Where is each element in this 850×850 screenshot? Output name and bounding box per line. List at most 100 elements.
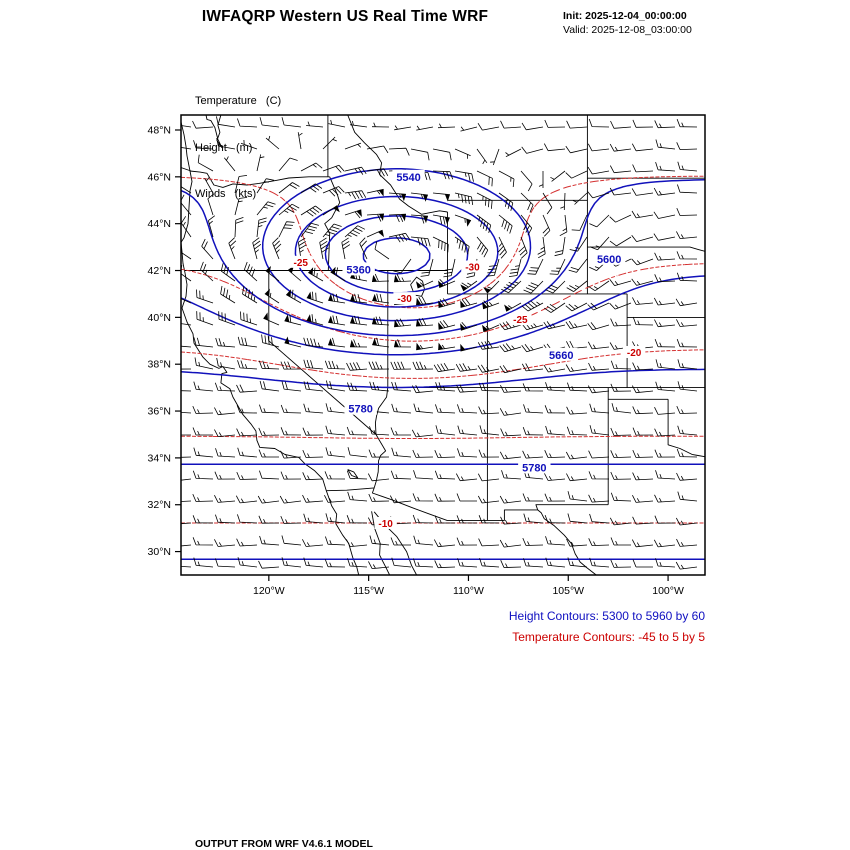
wind-barb xyxy=(240,311,258,326)
temp-contour--25 xyxy=(181,263,705,342)
wind-barb-pennant xyxy=(460,323,466,331)
wind-barb xyxy=(654,494,676,503)
wind-barb xyxy=(523,280,544,294)
temp-contour-label: -25 xyxy=(513,315,528,326)
wind-barb xyxy=(676,448,698,458)
wind-barb xyxy=(216,138,236,150)
wind-barb xyxy=(300,222,320,238)
wind-barb xyxy=(303,337,324,348)
wind-barb xyxy=(181,390,192,392)
wind-barb xyxy=(258,515,280,524)
wind-barb xyxy=(522,537,544,546)
wind-barb-pennant xyxy=(328,293,334,302)
wind-barb xyxy=(388,232,411,243)
wind-barb xyxy=(322,223,342,238)
wind-barb-pennant xyxy=(379,213,384,221)
wind-barb-pennant xyxy=(438,342,444,350)
wind-barb-pennant xyxy=(394,274,399,282)
wind-barb xyxy=(216,357,236,370)
wind-barb xyxy=(208,215,216,238)
wind-barb xyxy=(330,267,346,282)
wind-barb xyxy=(498,214,513,234)
wind-barb xyxy=(389,495,412,504)
wind-barb xyxy=(434,470,456,480)
wind-barb xyxy=(413,470,434,480)
wind-barb xyxy=(196,289,214,304)
wind-barb-pennant xyxy=(394,339,399,347)
wind-barb-pennant xyxy=(401,214,406,222)
wind-barb xyxy=(434,560,456,569)
wind-barb xyxy=(456,493,477,502)
wind-barb-pennant xyxy=(438,280,444,288)
wind-barb xyxy=(454,214,472,223)
wind-barb xyxy=(486,258,500,277)
temp-label-backing xyxy=(461,260,484,273)
wind-barb xyxy=(297,132,303,150)
wind-barb xyxy=(497,236,507,259)
wind-barb xyxy=(654,407,676,415)
wind-barb xyxy=(632,316,654,326)
wind-barb xyxy=(588,118,610,128)
wind-barb xyxy=(566,426,588,436)
wind-barb xyxy=(676,405,698,414)
wind-barb xyxy=(325,447,346,458)
wind-barb xyxy=(554,236,566,257)
wind-barb xyxy=(263,317,280,326)
wind-barb xyxy=(566,120,588,129)
height-contour-5720 xyxy=(181,368,705,389)
wind-barb xyxy=(460,321,478,331)
wind-barb xyxy=(653,211,676,219)
wind-barb xyxy=(302,539,324,547)
wind-barb xyxy=(192,493,214,502)
map-border-nm-tx-south xyxy=(535,504,609,511)
wind-barb xyxy=(572,192,588,205)
wind-barb xyxy=(655,381,676,392)
wind-barb xyxy=(218,311,236,326)
wind-barb-pennant xyxy=(438,300,444,308)
wind-barb xyxy=(609,143,632,152)
wind-barb xyxy=(609,302,632,310)
wind-barb xyxy=(589,214,610,228)
map-border-puget-sound xyxy=(205,115,223,149)
wind-barb xyxy=(523,404,544,414)
wind-barb xyxy=(499,408,522,416)
wind-barb xyxy=(565,302,588,312)
height-label-backing xyxy=(392,169,425,183)
wrf-map: 5540 5360 5600 5660 5780 5780 -25 -30 -30 -25 -20 -… xyxy=(148,114,706,597)
wind-barb xyxy=(302,472,324,481)
wind-barb xyxy=(193,381,214,392)
wind-barb xyxy=(654,274,676,283)
wind-barb xyxy=(523,558,544,568)
wind-barb xyxy=(410,236,431,247)
wind-barb xyxy=(542,192,553,215)
wind-barb xyxy=(654,449,676,458)
wind-barb-pennant xyxy=(444,194,450,202)
wind-barb xyxy=(350,120,368,128)
wind-barb xyxy=(454,170,474,182)
wind-barb xyxy=(457,425,478,436)
wind-barb xyxy=(220,285,236,304)
wind-barb xyxy=(518,236,528,259)
wind-barb xyxy=(237,336,258,348)
wind-barb xyxy=(438,298,456,308)
wind-barb xyxy=(344,142,362,150)
wind-barb xyxy=(192,537,214,546)
legend-height: Height (m) xyxy=(195,141,253,154)
wind-barb xyxy=(196,311,214,326)
wind-barb xyxy=(390,537,411,546)
wind-barb xyxy=(610,471,632,480)
wind-barb xyxy=(499,451,522,460)
wind-barb xyxy=(259,117,280,128)
wind-barb xyxy=(567,382,588,392)
wind-barb xyxy=(258,449,279,458)
wind-barb xyxy=(520,192,534,213)
wind-barb-pennant xyxy=(460,300,466,308)
wind-barb xyxy=(505,148,522,158)
wind-barb-pennant xyxy=(416,319,421,327)
map-border-coast-baja-pacific xyxy=(325,490,360,575)
wind-barb xyxy=(281,557,302,568)
wind-barb xyxy=(438,320,456,330)
wind-barb xyxy=(676,272,698,282)
wind-barb xyxy=(319,237,329,260)
wind-barb xyxy=(522,426,544,436)
